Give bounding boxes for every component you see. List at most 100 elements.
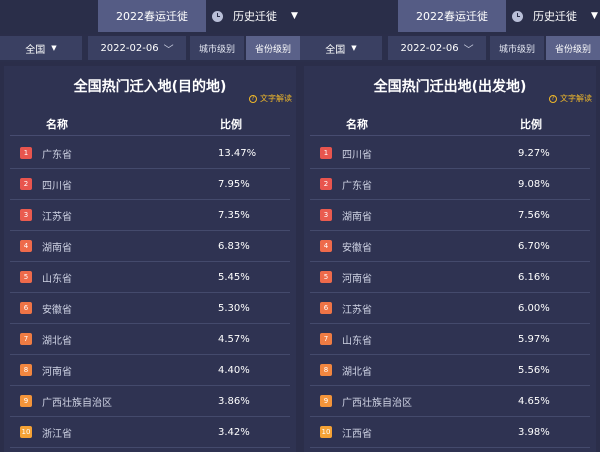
table-row: 5 山东省 5.45% [10,262,290,293]
table-row: 10 浙江省 3.42% [10,417,290,448]
tab-spring-migration[interactable]: 2022春运迁徙 [398,0,506,32]
rank-badge: 9 [320,395,332,407]
ratio-value: 13.47% [218,147,257,159]
rank-badge: 3 [20,209,32,221]
province-name: 浙江省 [42,428,72,440]
city-level-button[interactable]: 城市级别 [190,36,244,60]
ratio-value: 6.83% [218,240,250,252]
clock-icon [212,10,223,22]
table-row: 8 河南省 4.40% [10,355,290,386]
ratio-value: 3.86% [218,395,250,407]
ranking-table: 1 广东省 13.47% 2 四川省 7.95% 3 江苏省 7.35% 4 湖南省 6.83%… [10,138,290,448]
rank-badge: 2 [320,178,332,190]
column-header-name: 名称 [46,118,68,131]
table-row: 4 安徽省 6.70% [310,231,590,262]
rank-badge: 5 [20,271,32,283]
tab-history-migration[interactable]: 历史迁徙 ▼ [512,0,598,32]
rank-badge: 3 [320,209,332,221]
rank-badge: 6 [320,302,332,314]
ratio-value: 5.56% [518,364,550,376]
rank-badge: 4 [320,240,332,252]
ratio-value: 7.35% [218,209,250,221]
province-name: 湖北省 [342,366,372,378]
ratio-value: 6.70% [518,240,550,252]
tab-history-migration[interactable]: 历史迁徙 ▼ [212,0,298,32]
province-name: 山东省 [342,335,372,347]
inflow-panel: 2022春运迁徙 历史迁徙 ▼ 全国 ▼ 2022-02-06 ﹀ 城市级别 省… [0,0,300,448]
clock-icon [512,10,523,22]
rank-badge: 4 [20,240,32,252]
province-level-button[interactable]: 省份级别 [546,36,600,60]
chevron-down-icon: ﹀ [463,44,474,56]
explain-link[interactable]: ? 文字解读 [549,93,592,104]
ranking-table: 1 四川省 9.27% 2 广东省 9.08% 3 湖南省 7.56% 4 安徽省 6.70% … [310,138,590,448]
tab-history-label: 历史迁徙 [233,10,277,23]
ranking-card: 全国热门迁出地(出发地) ? 文字解读 名称 比例 1 四川省 9.27% 2 广东省… [304,66,596,452]
ratio-value: 4.65% [518,395,550,407]
province-name: 湖南省 [42,242,72,254]
top-tab-bar: 2022春运迁徙 历史迁徙 ▼ [0,0,300,34]
table-row: 4 湖南省 6.83% [10,231,290,262]
province-name: 安徽省 [342,242,372,254]
table-row: 9 广西壮族自治区 4.65% [310,386,590,417]
province-name: 湖南省 [342,211,372,223]
table-row: 5 河南省 6.16% [310,262,590,293]
table-row: 1 广东省 13.47% [10,138,290,169]
region-value: 全国 [325,44,346,56]
table-row: 2 四川省 7.95% [10,169,290,200]
province-name: 江西省 [342,428,372,440]
ratio-value: 9.27% [518,147,550,159]
province-name: 四川省 [342,149,372,161]
table-row: 10 江西省 3.98% [310,417,590,448]
province-name: 广西壮族自治区 [42,397,112,409]
table-row: 9 广西壮族自治区 3.86% [10,386,290,417]
header-divider [310,135,590,136]
region-select[interactable]: 全国 ▼ [300,36,382,60]
date-value: 2022-02-06 [100,42,159,54]
city-level-button[interactable]: 城市级别 [490,36,544,60]
rank-badge: 1 [20,147,32,159]
ratio-value: 6.16% [518,271,550,283]
explain-link[interactable]: ? 文字解读 [249,93,292,104]
column-header-ratio: 比例 [220,118,242,131]
ratio-value: 7.95% [218,178,250,190]
rank-badge: 5 [320,271,332,283]
table-row: 7 湖北省 4.57% [10,324,290,355]
rank-badge: 7 [320,333,332,345]
date-select[interactable]: 2022-02-06 ﹀ [388,36,486,60]
question-circle-icon: ? [549,94,557,103]
province-name: 江苏省 [342,304,372,316]
explain-label: 文字解读 [560,94,592,103]
province-name: 广西壮族自治区 [342,397,412,409]
ratio-value: 5.45% [218,271,250,283]
card-title: 全国热门迁入地(目的地) [73,79,227,95]
ratio-value: 9.08% [518,178,550,190]
ratio-value: 4.40% [218,364,250,376]
region-value: 全国 [25,44,46,56]
table-row: 1 四川省 9.27% [310,138,590,169]
tab-spring-migration[interactable]: 2022春运迁徙 [98,0,206,32]
column-header-ratio: 比例 [520,118,542,131]
region-select[interactable]: 全国 ▼ [0,36,82,60]
rank-badge: 8 [320,364,332,376]
province-name: 山东省 [42,273,72,285]
table-row: 8 湖北省 5.56% [310,355,590,386]
explain-label: 文字解读 [260,94,292,103]
date-value: 2022-02-06 [400,42,459,54]
ratio-value: 6.00% [518,302,550,314]
table-row: 3 湖南省 7.56% [310,200,590,231]
date-select[interactable]: 2022-02-06 ﹀ [88,36,186,60]
province-name: 湖北省 [42,335,72,347]
rank-badge: 1 [320,147,332,159]
outflow-panel: 2022春运迁徙 历史迁徙 ▼ 全国 ▼ 2022-02-06 ﹀ 城市级别 省… [300,0,600,452]
tab-history-label: 历史迁徙 [533,10,577,23]
ratio-value: 3.98% [518,426,550,438]
table-row: 3 江苏省 7.35% [10,200,290,231]
header-divider [10,135,290,136]
ratio-value: 5.97% [518,333,550,345]
province-name: 安徽省 [42,304,72,316]
province-level-button[interactable]: 省份级别 [246,36,300,60]
province-name: 广东省 [342,180,372,192]
ratio-value: 3.42% [218,426,250,438]
caret-down-icon: ▼ [351,44,357,52]
